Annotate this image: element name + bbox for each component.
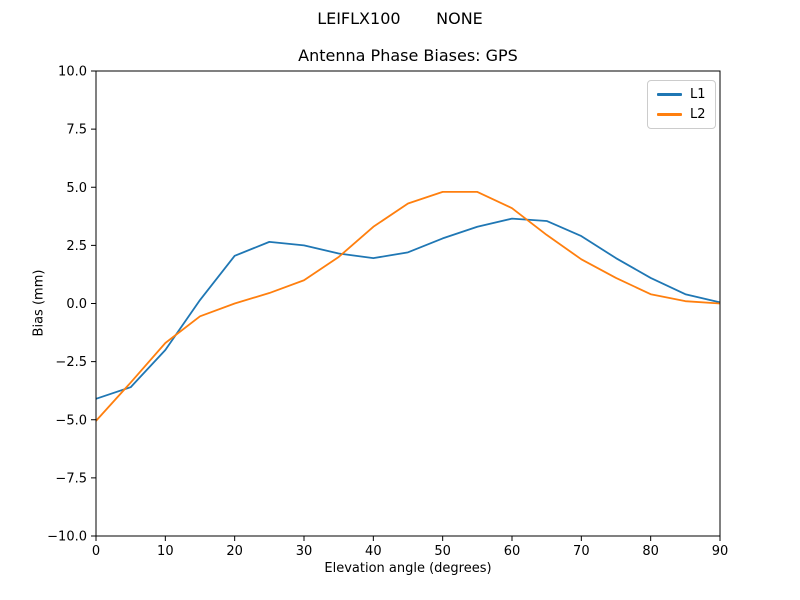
suptitle: LEIFLX100 NONE [317, 9, 483, 28]
y-tick-label: 7.5 [66, 123, 87, 138]
series-line-l2 [95, 190, 721, 422]
x-tick-label: 30 [296, 544, 313, 559]
y-tick-label: 2.5 [66, 239, 87, 254]
x-tick-label: 60 [504, 544, 521, 559]
y-tick-label: 5.0 [66, 181, 87, 196]
chart-title: Antenna Phase Biases: GPS [298, 46, 518, 65]
axes-frame [95, 70, 721, 537]
legend-label-l2: L2 [690, 107, 706, 122]
legend-label-l1: L1 [690, 87, 706, 102]
x-tick-label: 20 [226, 544, 243, 559]
y-tick-label: −7.5 [55, 471, 87, 486]
y-tick-label: 0.0 [66, 297, 87, 312]
series-line-l1 [95, 217, 721, 400]
x-tick-label: 50 [434, 544, 451, 559]
y-tick-label: −2.5 [55, 355, 87, 370]
y-tick-label: −10.0 [47, 530, 87, 545]
x-tick-label: 90 [712, 544, 729, 559]
x-tick-label: 40 [365, 544, 382, 559]
legend-item-l1: L1 [657, 88, 706, 101]
x-tick-label: 0 [92, 544, 100, 559]
x-tick-label: 10 [157, 544, 174, 559]
y-tick-label: 10.0 [58, 65, 87, 80]
legend-item-l2: L2 [657, 108, 706, 121]
x-tick-label: 70 [573, 544, 590, 559]
l1-line-swatch [657, 93, 682, 96]
x-axis-label: Elevation angle (degrees) [324, 561, 492, 576]
y-axis-label: Bias (mm) [31, 269, 47, 337]
l2-line-swatch [657, 113, 682, 116]
legend: L1 L2 [647, 80, 716, 129]
y-tick-label: −5.0 [55, 413, 87, 428]
x-tick-label: 80 [642, 544, 659, 559]
